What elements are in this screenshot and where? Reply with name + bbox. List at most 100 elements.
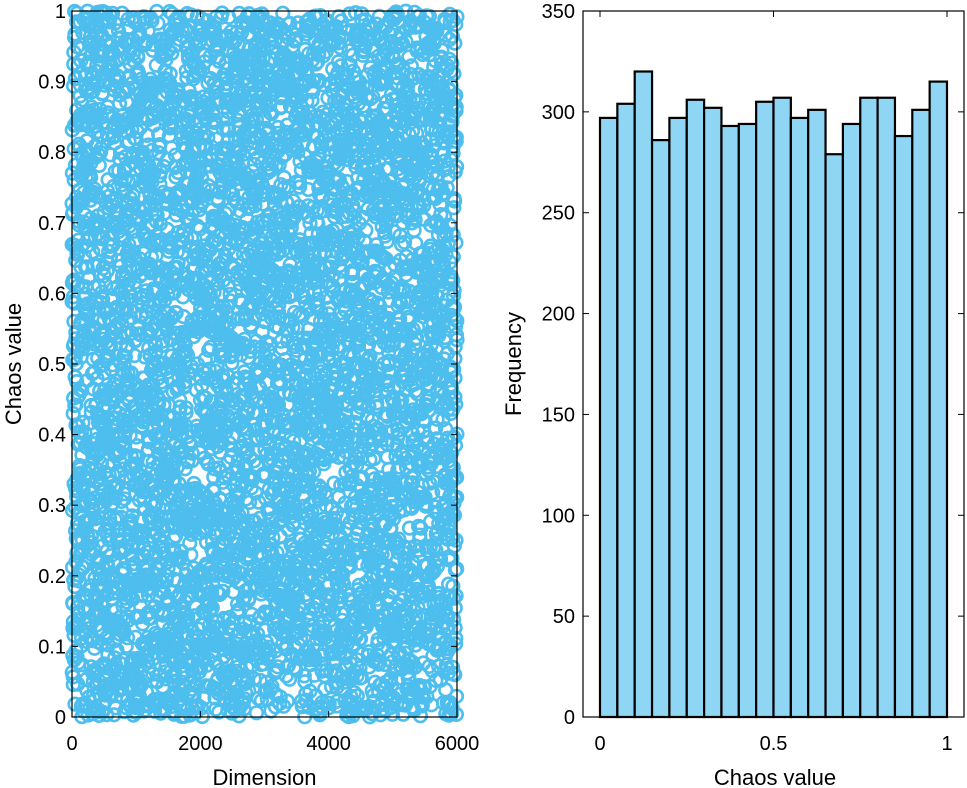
scatter-point: [75, 414, 91, 431]
scatter-point: [248, 705, 265, 721]
scatter-point: [321, 306, 337, 322]
scatter-point: [306, 464, 322, 480]
scatter-point: [309, 527, 326, 544]
scatter-point: [264, 162, 280, 178]
scatter-point: [180, 609, 196, 625]
scatter-point: [358, 222, 374, 238]
scatter-point: [271, 320, 287, 336]
scatter-point: [230, 112, 246, 129]
scatter-point: [342, 559, 358, 575]
scatter-point: [362, 348, 378, 364]
scatter-point: [313, 304, 329, 320]
scatter-point: [125, 591, 141, 607]
scatter-point: [141, 659, 157, 675]
scatter-point: [204, 600, 220, 616]
scatter-point: [287, 499, 303, 515]
scatter-point: [75, 559, 91, 576]
scatter-point: [270, 659, 286, 675]
scatter-point: [66, 313, 82, 330]
scatter-point: [306, 247, 322, 263]
scatter-point: [244, 606, 260, 623]
scatter-point: [211, 53, 227, 69]
scatter-point: [227, 217, 243, 233]
scatter-point: [107, 15, 123, 31]
scatter-point: [212, 586, 228, 603]
scatter-point: [164, 45, 180, 61]
scatter-point: [110, 70, 127, 86]
scatter-point: [138, 304, 154, 320]
scatter-point: [321, 695, 337, 711]
scatter-point: [383, 520, 399, 536]
scatter-point: [100, 303, 116, 320]
scatter-point: [256, 40, 272, 56]
scatter-point: [306, 667, 323, 683]
scatter-point: [265, 529, 281, 546]
scatter-point: [366, 583, 382, 599]
scatter-point: [200, 651, 216, 667]
scatter-point: [99, 263, 115, 279]
scatter-point: [74, 657, 90, 673]
scatter-point: [326, 475, 342, 491]
scatter-point: [178, 405, 194, 421]
scatter-point: [118, 638, 134, 654]
scatter-point: [264, 678, 280, 695]
scatter-point: [359, 67, 376, 83]
scatter-point: [319, 20, 335, 36]
scatter-point: [165, 105, 181, 122]
scatter-point: [296, 668, 312, 684]
scatter-point: [178, 400, 194, 416]
scatter-point: [379, 233, 395, 250]
scatter-point: [324, 501, 340, 517]
scatter-point: [271, 157, 287, 173]
scatter-point: [249, 626, 266, 642]
scatter-point: [175, 309, 192, 325]
scatter-point: [77, 286, 93, 302]
scatter-point: [194, 195, 210, 211]
scatter-point: [367, 30, 383, 47]
scatter-point: [365, 89, 381, 105]
scatter-point: [369, 654, 385, 671]
scatter-point: [119, 630, 136, 646]
scatter-point: [193, 700, 209, 716]
scatter-point: [215, 583, 231, 599]
scatter-point: [273, 98, 289, 115]
scatter-point: [260, 342, 276, 358]
scatter-point: [69, 278, 86, 294]
scatter-point: [266, 264, 282, 280]
scatter-point: [369, 395, 385, 411]
scatter-point: [323, 519, 340, 535]
scatter-point: [144, 575, 160, 591]
scatter-point: [304, 92, 320, 108]
scatter-point: [168, 305, 184, 321]
scatter-point: [104, 5, 121, 21]
scatter-point: [125, 187, 141, 203]
scatter-point: [332, 39, 348, 56]
scatter-point: [217, 205, 233, 222]
scatter-point: [184, 445, 200, 461]
scatter-point: [292, 631, 309, 647]
scatter-point: [361, 398, 377, 415]
scatter-point: [183, 547, 199, 563]
scatter-point: [177, 606, 193, 623]
scatter-point: [279, 693, 295, 709]
scatter-point: [144, 528, 161, 544]
scatter-point: [334, 29, 350, 45]
scatter-point: [381, 354, 397, 370]
scatter-point: [201, 361, 217, 377]
scatter-point: [302, 215, 318, 231]
scatter-point: [149, 207, 165, 223]
scatter-point: [274, 149, 290, 165]
scatter-point: [308, 56, 324, 72]
scatter-point: [296, 236, 312, 252]
scatter-point: [122, 427, 138, 443]
scatter-point: [108, 700, 124, 716]
scatter-point: [79, 590, 95, 606]
scatter-points: [64, 3, 465, 725]
scatter-point: [218, 652, 234, 668]
scatter-point: [268, 568, 285, 584]
scatter-point: [336, 96, 352, 112]
scatter-point: [239, 441, 255, 457]
scatter-point: [127, 348, 143, 364]
scatter-point: [353, 669, 370, 686]
